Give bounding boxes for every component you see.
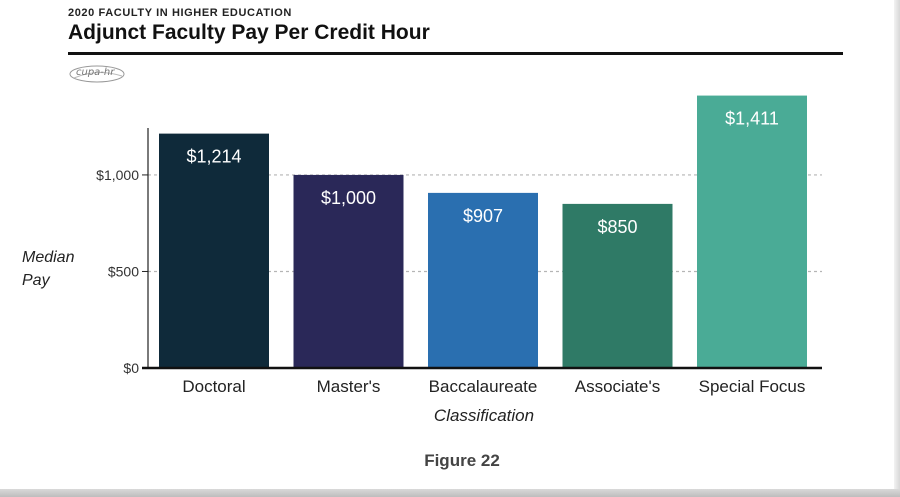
cupa-hr-logo: cupa-hr [68, 64, 126, 84]
bar-master-s [293, 174, 404, 368]
bar-value-label: $850 [597, 217, 637, 237]
x-tick-label: Associate's [575, 377, 660, 396]
bar-special-focus [697, 95, 807, 368]
bar-value-label: $1,411 [725, 109, 779, 129]
y-tick-label: $0 [123, 360, 139, 376]
figure-caption: Figure 22 [424, 451, 500, 470]
x-axis-label: Classification [433, 406, 535, 425]
y-tick-label: $1,000 [96, 167, 139, 183]
y-axis-label-line-2: Pay [22, 272, 50, 289]
bar-doctoral [159, 133, 269, 368]
y-axis-label-line-1: Median [22, 249, 75, 266]
title-rule [68, 52, 843, 55]
report-supertitle: 2020 FACULTY IN HIGHER EDUCATION [68, 7, 292, 19]
x-tick-label: Special Focus [699, 377, 806, 396]
logo-text: cupa-hr [76, 67, 115, 78]
chart-title: Adjunct Faculty Pay Per Credit Hour [68, 21, 430, 44]
bar-associate-s [562, 203, 673, 368]
y-tick-label: $500 [108, 263, 139, 279]
x-tick-label: Master's [317, 377, 381, 396]
y-axis-label: Median Pay [22, 246, 74, 292]
x-tick-label: Doctoral [182, 377, 245, 396]
x-tick-label: Baccalaureate [429, 377, 538, 396]
bar-value-label: $1,000 [321, 188, 376, 208]
bar-value-label: $907 [463, 206, 503, 226]
bar-baccalaureate [428, 192, 538, 368]
bar-value-label: $1,214 [186, 147, 241, 167]
